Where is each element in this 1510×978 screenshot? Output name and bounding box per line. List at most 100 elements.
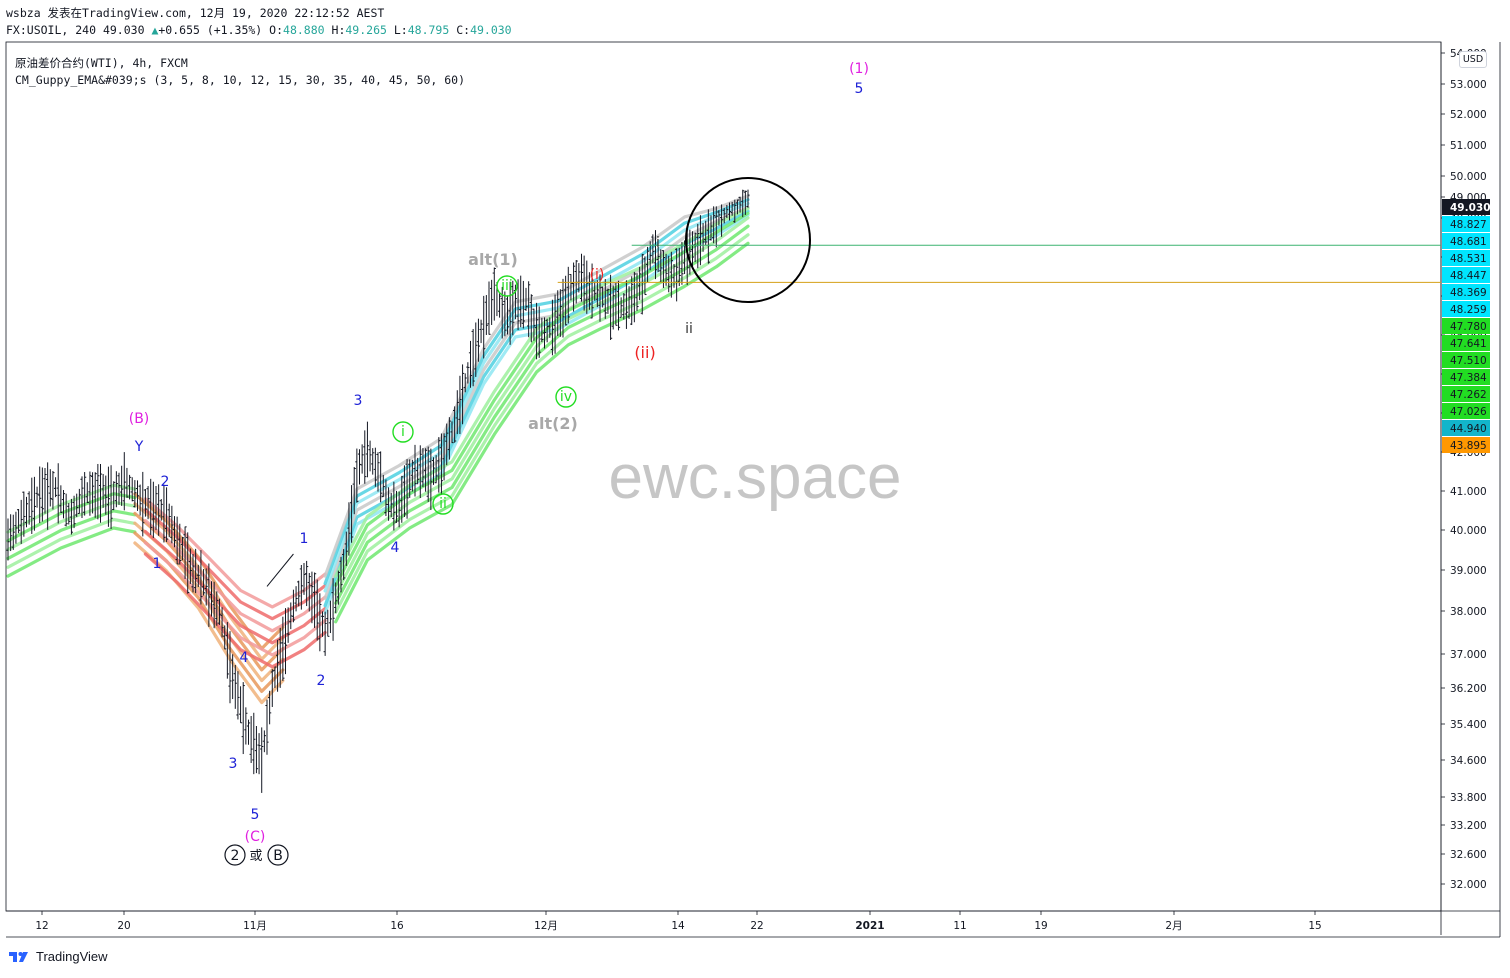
wave-label: ii <box>685 321 693 337</box>
tradingview-logo-icon <box>9 952 28 962</box>
wave-label: 3 <box>229 756 238 772</box>
wave-label: 4 <box>240 650 249 666</box>
wave-label: i <box>656 235 660 251</box>
y-tick-label: 35.400 <box>1450 719 1487 731</box>
y-tick-label: 33.200 <box>1450 820 1487 832</box>
price-badge <box>1442 420 1490 436</box>
x-tick-label: 11月 <box>243 920 267 932</box>
x-tick-label: 20 <box>117 920 130 932</box>
price-badge <box>1442 216 1490 232</box>
price-badge-label: 48.681 <box>1450 236 1487 248</box>
wave-label-ring <box>432 493 454 515</box>
wave-label: ii <box>439 496 447 512</box>
price-badge <box>1442 386 1490 402</box>
currency-button[interactable]: USD <box>1459 51 1487 68</box>
high-label: H: <box>331 23 346 37</box>
low-value: 48.795 <box>407 23 450 37</box>
x-tick-label: 14 <box>671 920 685 932</box>
price-badge <box>1442 267 1490 283</box>
wave-label: 1 <box>300 531 309 547</box>
wave-label: Y <box>134 439 144 455</box>
guppy-ema-line <box>143 541 327 657</box>
x-tick-label: 2月 <box>1165 920 1182 932</box>
publish-info: wsbza 发表在TradingView.com, 12月 19, 2020 2… <box>6 5 384 21</box>
y-tick-label: 38.000 <box>1450 606 1487 618</box>
x-tick-label: 2021 <box>855 920 884 932</box>
wave-label: (C) <box>245 829 266 845</box>
price-badge-label: 48.827 <box>1450 219 1487 231</box>
wave-label: B <box>273 848 283 864</box>
wave-label: 1 <box>153 556 162 572</box>
open-value: 48.880 <box>283 23 325 37</box>
price-axis[interactable]: 32.000 32.600 33.200 33.800 34.600 35.400 36.2… <box>1441 48 1491 891</box>
guppy-ema-line <box>143 552 327 669</box>
x-tick-label: 12月 <box>534 920 558 932</box>
price-badge <box>1442 403 1490 419</box>
wave-label: 5 <box>251 807 260 823</box>
price-badge-label: 43.895 <box>1450 440 1487 452</box>
wave-label: (i) <box>590 267 605 283</box>
price-badge-label: 44.940 <box>1450 423 1487 435</box>
footer: TradingView <box>8 946 108 966</box>
wave-label-ring <box>392 421 414 443</box>
wave-label: 4 <box>391 540 400 556</box>
x-tick-label: 11 <box>953 920 966 932</box>
wave-label-ring <box>267 844 289 866</box>
legend-title[interactable]: 原油差价合约(WTI), 4h, FXCM <box>15 56 188 70</box>
wave-label: alt(2) <box>528 414 578 433</box>
guppy-ema-line <box>334 241 750 624</box>
close-label: C: <box>456 23 471 37</box>
highlight-circle[interactable] <box>685 177 811 303</box>
y-tick-label: 32.000 <box>1450 879 1487 891</box>
x-tick-label: 19 <box>1034 920 1047 932</box>
footer-brand: TradingView <box>36 948 108 964</box>
wave-label: iv <box>560 389 572 405</box>
y-tick-label: 33.800 <box>1450 792 1487 804</box>
price-badge-label: 47.780 <box>1450 321 1487 333</box>
y-tick-label: 53.000 <box>1450 79 1487 91</box>
price-badge <box>1442 369 1490 385</box>
guppy-ema-line <box>323 194 750 578</box>
wave-label: (1) <box>849 61 869 77</box>
price-badge-label: 47.510 <box>1450 355 1487 367</box>
open-label: O: <box>269 23 284 37</box>
y-tick-label: 36.200 <box>1450 683 1487 695</box>
wave-label: iii <box>501 278 513 294</box>
last-price: 49.030 <box>102 23 145 37</box>
price-badge-label: 48.531 <box>1450 253 1487 265</box>
price-badge-label: 49.030 <box>1450 202 1491 214</box>
low-label: L: <box>393 23 408 37</box>
price-badge <box>1442 352 1490 368</box>
y-tick-label: 37.000 <box>1450 649 1487 661</box>
wave-labels: (1)5(B)Y21435(C)1234iiiiiialt(1)ivalt(2)… <box>129 61 869 845</box>
price-badge-label: 47.026 <box>1450 406 1487 418</box>
y-tick-label: 39.000 <box>1450 565 1487 577</box>
trend-line[interactable] <box>266 553 294 587</box>
price-badge <box>1442 199 1490 215</box>
close-value: 49.030 <box>470 23 512 37</box>
change: +0.655 (+1.35%) <box>158 23 263 37</box>
price-badge-label: 48.259 <box>1450 304 1487 316</box>
wave-label-ring <box>224 844 246 866</box>
price-badge-label: 48.369 <box>1450 287 1487 299</box>
wave-label-ring <box>496 275 518 297</box>
high-value: 49.265 <box>345 23 387 37</box>
ohlc-line: FX:USOIL, 240 49.030 ▲+0.655 (+1.35%) O:… <box>6 23 512 37</box>
legend-indicator[interactable]: CM_Guppy_EMA&#039;s (3, 5, 8, 10, 12, 15… <box>15 73 466 87</box>
x-tick-label: 15 <box>1308 920 1321 932</box>
price-badge-label: 47.262 <box>1450 389 1487 401</box>
guppy-ema-line <box>6 517 137 569</box>
symbol: FX:USOIL, 240 <box>6 23 97 37</box>
price-badge-label: 47.384 <box>1450 372 1487 384</box>
guppy-ema-line <box>6 526 137 578</box>
time-axis[interactable]: 12 20 11月 16 12月 14 22 2021 11 19 2月 15 <box>35 911 1322 932</box>
x-tick-label: 16 <box>390 920 404 932</box>
publish-line: wsbza 发表在TradingView.com, 12月 19, 2020 2… <box>6 6 385 20</box>
price-badge-label: 47.641 <box>1450 338 1487 350</box>
wave-label: i <box>401 424 405 440</box>
y-tick-label: 51.000 <box>1450 140 1487 152</box>
price-badge <box>1442 318 1490 334</box>
